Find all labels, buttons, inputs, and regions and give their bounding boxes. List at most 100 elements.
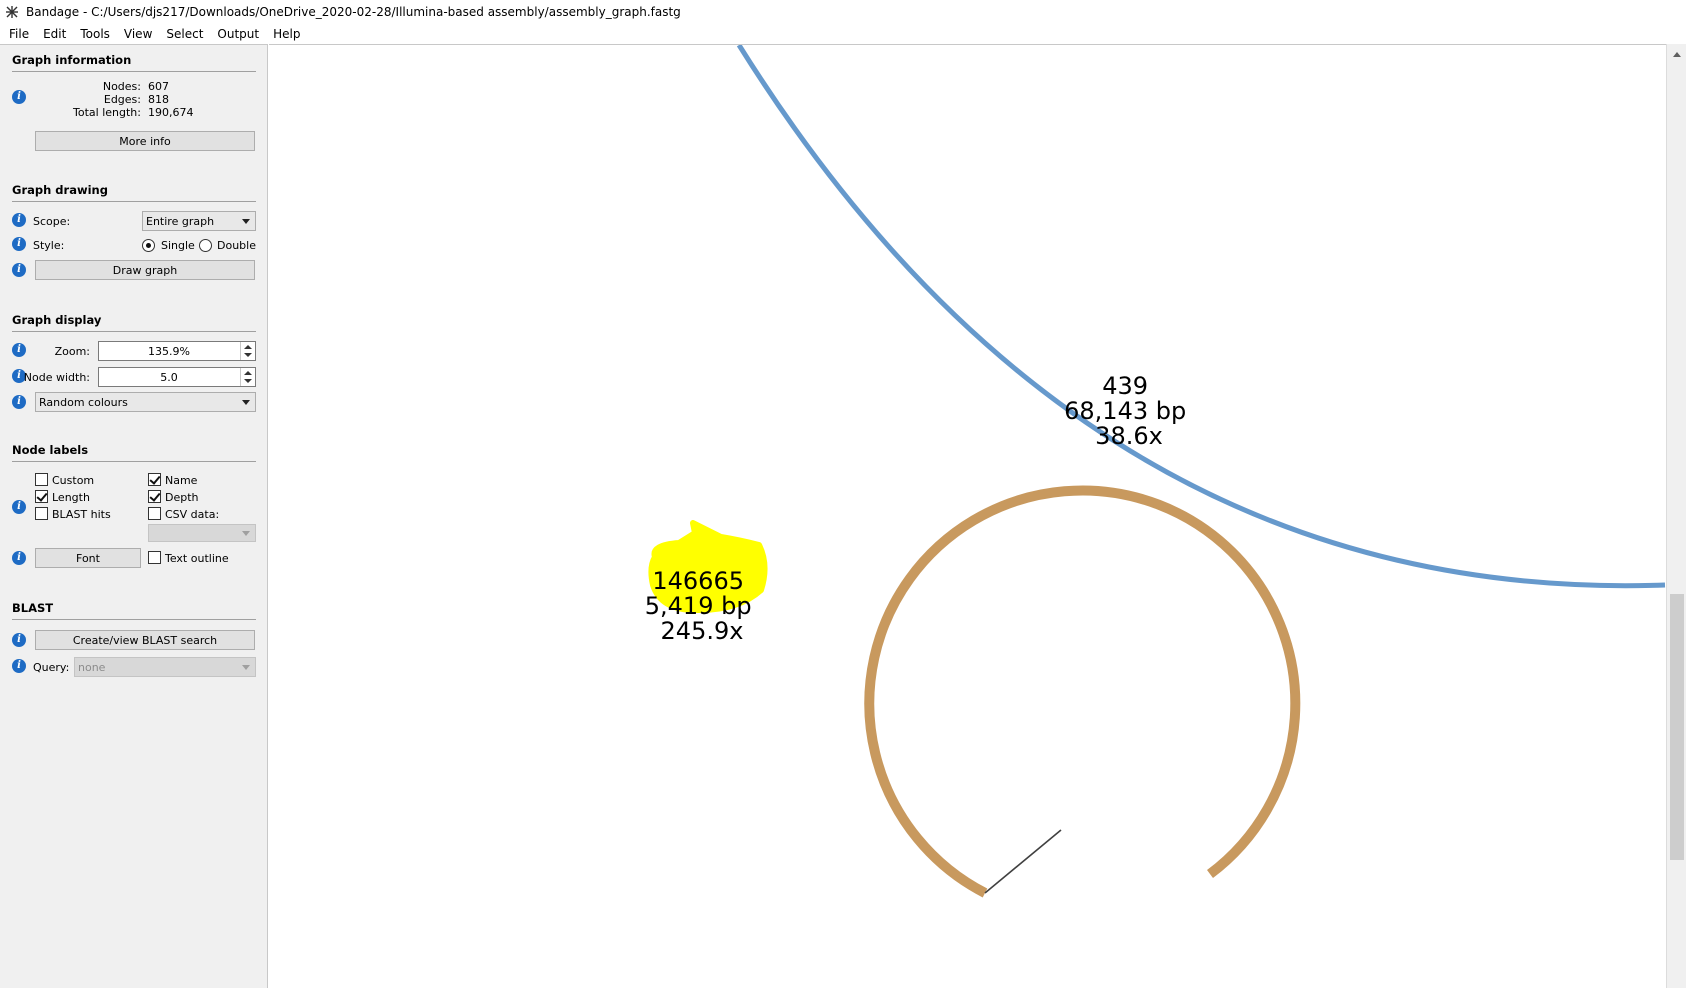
menu-edit[interactable]: Edit (43, 27, 67, 41)
csv-data-checkbox[interactable] (148, 507, 161, 520)
menu-file[interactable]: File (9, 27, 30, 41)
blast-heading: BLAST (12, 601, 54, 615)
section-divider (12, 619, 256, 620)
scope-select[interactable]: Entire graph (142, 211, 256, 231)
node-width-value: 5.0 (160, 370, 178, 384)
node-label-name: 146665 (652, 567, 744, 595)
info-icon[interactable]: i (12, 237, 26, 251)
scope-label: Scope: (33, 215, 71, 228)
length-label-text: Length (52, 491, 90, 504)
style-single-radio[interactable] (142, 239, 155, 252)
scrollbar-thumb[interactable] (1670, 594, 1684, 860)
chevron-down-icon (242, 531, 250, 536)
font-button[interactable]: Font (35, 548, 141, 568)
nodes-label: Nodes: (102, 80, 141, 93)
info-icon[interactable]: i (12, 551, 26, 565)
arrow-down-icon (244, 379, 252, 383)
svg-text:439 68,143 bp 38.6: 439 68,143 bp 38.6x (1064, 372, 1194, 450)
style-label: Style: (33, 239, 65, 252)
info-icon[interactable]: i (12, 263, 26, 277)
name-label-checkbox[interactable] (148, 473, 161, 486)
title-bar: Bandage - C:/Users/djs217/Downloads/OneD… (0, 0, 1686, 24)
graph-drawing-heading: Graph drawing (12, 183, 108, 197)
menu-tools[interactable]: Tools (80, 27, 110, 41)
chevron-down-icon (242, 400, 250, 405)
section-divider (12, 461, 256, 462)
query-select[interactable]: none (74, 657, 256, 677)
arrow-down-icon (244, 353, 252, 357)
window-title: Bandage - C:/Users/djs217/Downloads/OneD… (26, 5, 681, 19)
depth-label-text: Depth (165, 491, 199, 504)
info-icon[interactable]: i (12, 659, 26, 673)
node-label-depth: 38.6x (1095, 422, 1163, 450)
info-icon[interactable]: i (12, 633, 26, 647)
menu-bar: File Edit Tools View Select Output Help (0, 24, 1686, 44)
scope-value: Entire graph (146, 214, 215, 228)
info-icon[interactable]: i (12, 500, 26, 514)
zoom-label: Zoom: (54, 345, 90, 358)
bandage-app-icon (4, 4, 20, 20)
info-icon[interactable]: i (12, 395, 26, 409)
menu-help[interactable]: Help (273, 27, 301, 41)
info-icon[interactable]: i (12, 369, 26, 383)
arrow-up-icon (244, 345, 252, 349)
node-width-label: Node width: (23, 371, 90, 384)
query-label: Query: (33, 661, 70, 674)
csv-data-select[interactable] (148, 524, 256, 542)
colour-scheme-value: Random colours (39, 395, 128, 409)
style-double-radio[interactable] (199, 239, 212, 252)
node-width-spinbox[interactable]: 5.0 (98, 367, 256, 387)
text-outline-checkbox[interactable] (148, 551, 161, 564)
graph-node-439[interactable] (736, 43, 1666, 589)
total-length-label: Total length: (73, 106, 141, 119)
nodes-value: 607 (148, 80, 169, 93)
custom-label-text: Custom (52, 474, 95, 487)
blast-hits-checkbox[interactable] (35, 507, 48, 520)
menu-view[interactable]: View (123, 27, 153, 41)
edges-label: Edges: (103, 93, 141, 106)
vertical-scrollbar[interactable] (1666, 44, 1686, 988)
chevron-down-icon (242, 219, 250, 224)
draw-graph-button[interactable]: Draw graph (35, 260, 255, 280)
spin-buttons[interactable] (240, 342, 255, 360)
graph-drawing: 439 68,143 bp 38.6x 146665 5,419 bp 245.… (645, 43, 1666, 898)
node-label-length: 68,143 bp (1064, 397, 1186, 425)
spin-buttons[interactable] (240, 368, 255, 386)
info-icon[interactable]: i (12, 90, 26, 104)
node-labels-heading: Node labels (12, 443, 89, 457)
scroll-up-icon[interactable] (1673, 52, 1681, 57)
menu-output[interactable]: Output (217, 27, 260, 41)
text-outline-text: Text outline (165, 552, 229, 565)
name-label-text: Name (165, 474, 198, 487)
highlight-mark (648, 520, 768, 614)
style-single-label: Single (161, 239, 195, 252)
colour-scheme-select[interactable]: Random colours (35, 392, 256, 412)
svg-text:146665 5,419 bp 24: 146665 5,419 bp 245.9x (645, 567, 759, 645)
zoom-spinbox[interactable]: 135.9% (98, 341, 256, 361)
info-icon[interactable]: i (12, 343, 26, 357)
length-label-checkbox[interactable] (35, 490, 48, 503)
graph-canvas[interactable]: 439 68,143 bp 38.6x 146665 5,419 bp 245.… (269, 43, 1666, 988)
menu-select[interactable]: Select (166, 27, 204, 41)
edges-value: 818 (148, 93, 169, 106)
chevron-down-icon (242, 665, 250, 670)
info-icon[interactable]: i (12, 213, 26, 227)
blast-hits-text: BLAST hits (52, 508, 111, 521)
graph-node-146665[interactable] (864, 485, 1301, 898)
section-divider (12, 71, 256, 72)
total-length-value: 190,674 (148, 106, 194, 119)
blast-search-button[interactable]: Create/view BLAST search (35, 630, 255, 650)
control-panel: Graph information i Nodes: 607 Edges: 81… (0, 44, 268, 988)
style-double-label: Double (217, 239, 256, 252)
node-label-length: 5,419 bp (645, 592, 752, 620)
graph-display-heading: Graph display (12, 313, 102, 327)
section-divider (12, 201, 256, 202)
more-info-button[interactable]: More info (35, 131, 255, 151)
csv-data-text: CSV data: (165, 508, 220, 521)
graph-edge[interactable] (984, 829, 1062, 894)
section-divider (12, 331, 256, 332)
graph-information-heading: Graph information (12, 53, 132, 67)
query-value: none (78, 660, 106, 674)
custom-label-checkbox[interactable] (35, 473, 48, 486)
depth-label-checkbox[interactable] (148, 490, 161, 503)
